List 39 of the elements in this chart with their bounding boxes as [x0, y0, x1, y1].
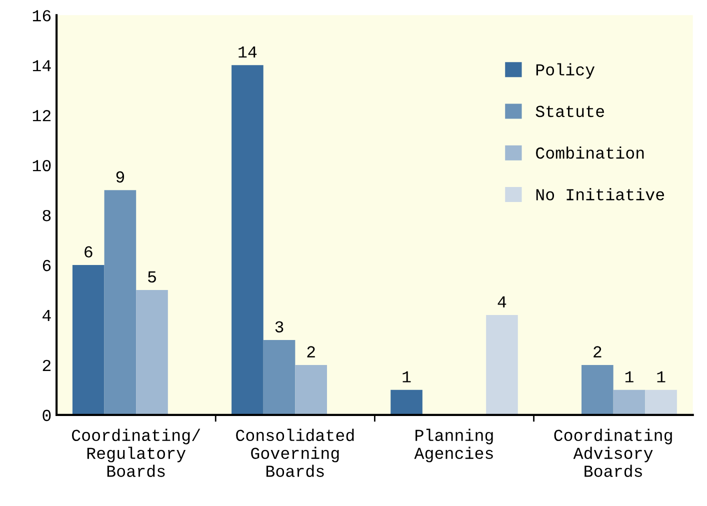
x-tick-label: Coordinating/ Regulatory Boards [72, 428, 200, 477]
x-tick-label: Consolidated Governing Boards [236, 428, 354, 477]
bar [613, 390, 646, 415]
y-tick-label: 0 [42, 410, 51, 422]
y-tick-label: 12 [32, 110, 51, 122]
x-tick-label: Planning Agencies [414, 428, 493, 462]
y-tick-label: 10 [32, 160, 51, 172]
data-label: 3 [275, 321, 284, 333]
data-label: 6 [84, 246, 92, 258]
data-label: 1 [402, 371, 411, 382]
bar [486, 314, 518, 415]
bar [645, 390, 677, 415]
data-label: 1 [657, 371, 666, 382]
y-tick-label: 8 [42, 210, 51, 222]
bar [104, 190, 136, 415]
data-label: 1 [625, 371, 634, 382]
data-label: 5 [148, 271, 156, 283]
x-tick-label: Coordinating Advisory Boards [554, 428, 672, 477]
legend-label: Combination [536, 146, 644, 159]
y-tick-label: 16 [32, 10, 51, 22]
bar [136, 290, 168, 415]
bar [232, 65, 264, 415]
data-label: 9 [116, 171, 124, 183]
data-label: 2 [307, 346, 315, 358]
data-label: 14 [238, 46, 257, 58]
legend-label: No Initiative [536, 188, 664, 200]
bar [295, 364, 327, 415]
y-tick-label: 6 [42, 260, 51, 272]
bar [582, 364, 614, 415]
y-tick-label: 2 [42, 360, 51, 371]
bar [72, 265, 104, 415]
legend-label: Statute [536, 106, 604, 118]
data-label: 2 [594, 346, 602, 358]
data-label: 4 [498, 296, 506, 308]
legend-label: Policy [536, 63, 595, 79]
bar [263, 340, 296, 415]
y-tick-label: 14 [32, 60, 51, 72]
bar [390, 390, 422, 415]
y-tick-label: 4 [42, 310, 51, 322]
